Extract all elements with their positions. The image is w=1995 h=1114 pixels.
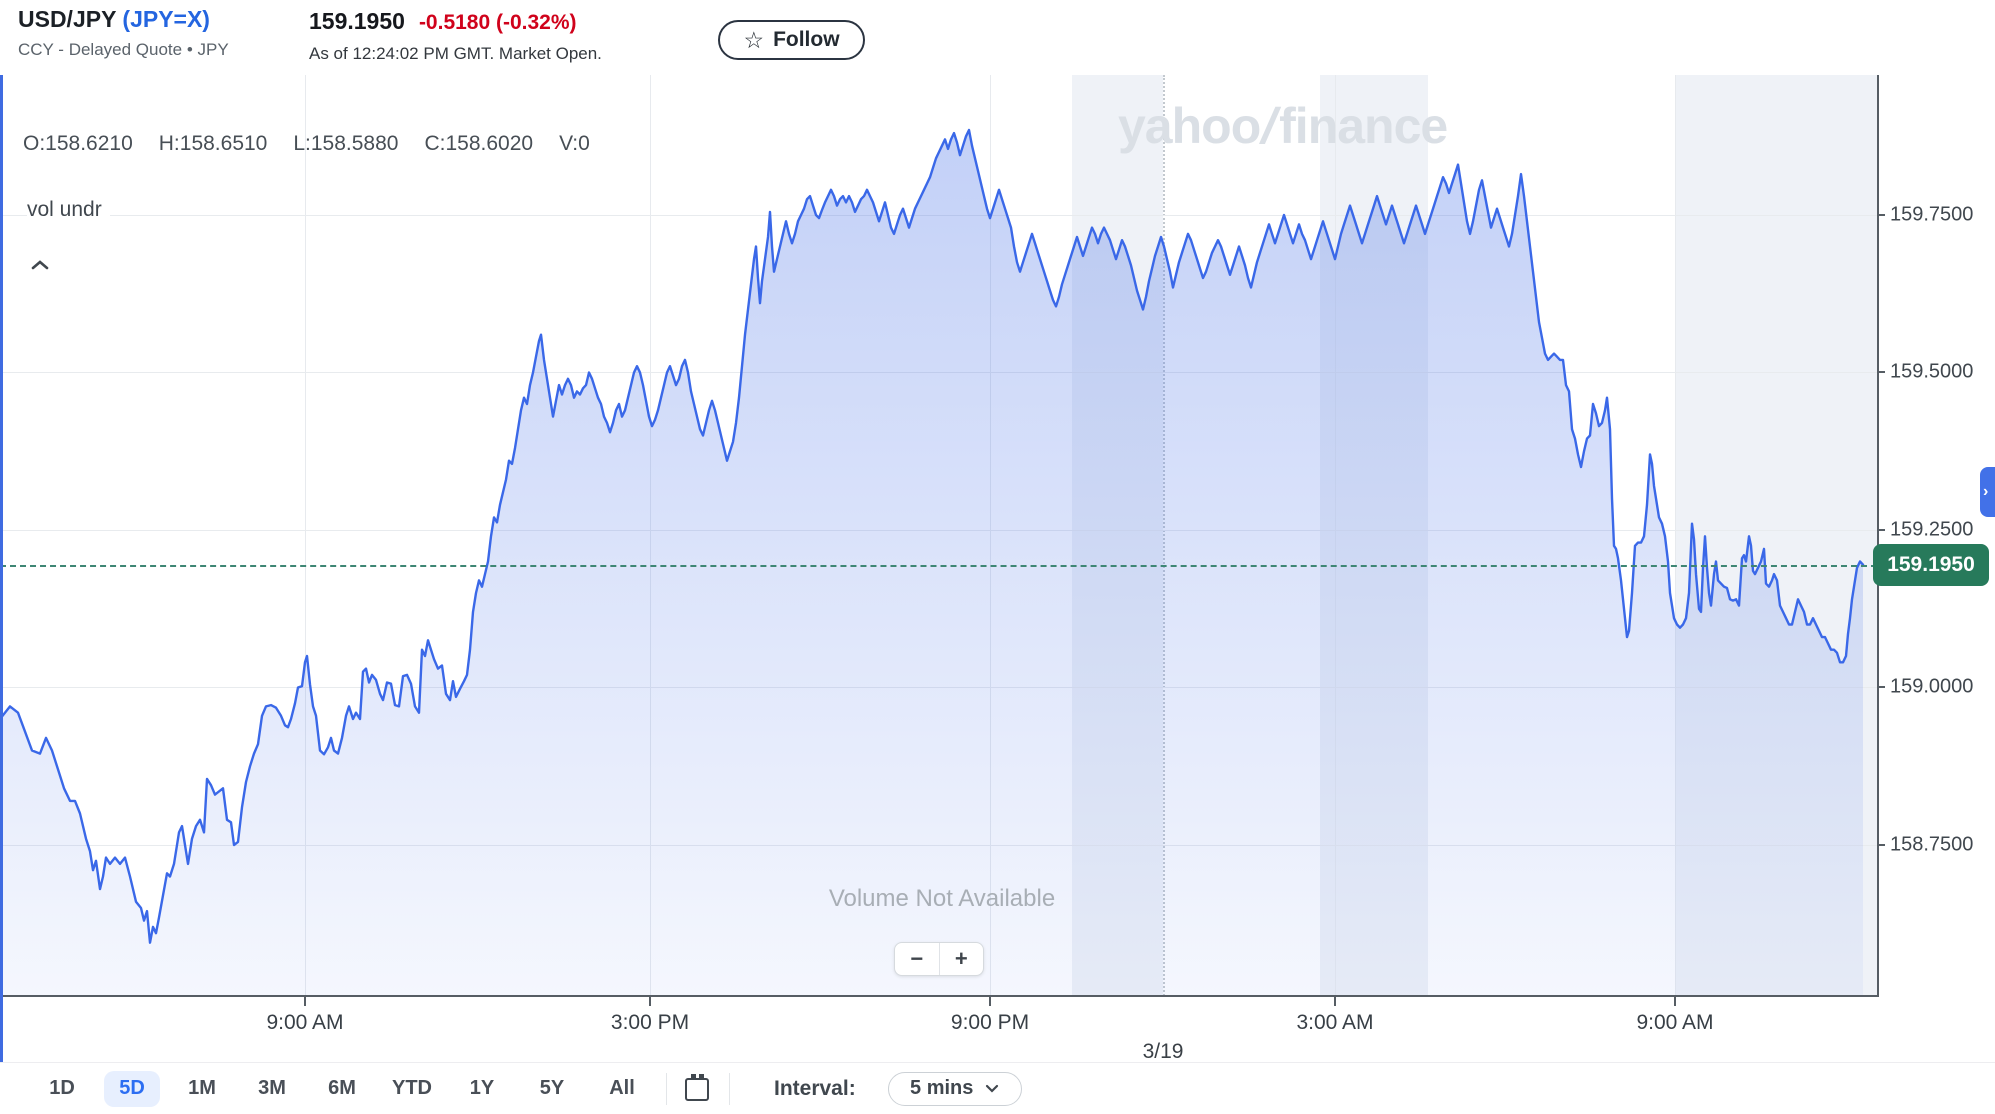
interval-select[interactable]: 5 mins bbox=[887, 1071, 1022, 1106]
page-title: USD/JPY (JPY=X) bbox=[18, 6, 210, 33]
quote-header: USD/JPY (JPY=X) CCY - Delayed Quote • JP… bbox=[0, 0, 1995, 75]
toolbar-divider bbox=[666, 1072, 667, 1105]
vertical-gridline bbox=[305, 75, 306, 995]
range-button-all[interactable]: All bbox=[609, 1077, 635, 1099]
range-button-5y[interactable]: 5Y bbox=[539, 1077, 565, 1099]
ohlc-close: C:158.6020 bbox=[424, 132, 534, 155]
y-axis-label: 158.7500 bbox=[1890, 833, 1974, 856]
x-tick bbox=[649, 997, 651, 1006]
range-button-ytd[interactable]: YTD bbox=[392, 1077, 432, 1099]
follow-button[interactable]: ☆ Follow bbox=[718, 20, 865, 60]
y-axis-line bbox=[1877, 75, 1879, 997]
vertical-gridline bbox=[1675, 75, 1676, 995]
star-icon: ☆ bbox=[743, 26, 765, 53]
volume-indicator-label[interactable]: vol undr bbox=[27, 198, 110, 222]
y-tick bbox=[1877, 529, 1885, 531]
x-axis-label: 9:00 AM bbox=[1636, 1011, 1714, 1034]
price-series bbox=[0, 75, 1877, 995]
x-axis-line bbox=[0, 995, 1878, 997]
interval-label: Interval: bbox=[774, 1076, 856, 1100]
range-button-1d[interactable]: 1D bbox=[49, 1077, 75, 1099]
follow-label: Follow bbox=[773, 28, 840, 51]
zoom-out-button[interactable]: − bbox=[910, 946, 924, 971]
zoom-controls: − + bbox=[894, 942, 984, 976]
expand-panel-button[interactable]: › bbox=[1980, 467, 1995, 517]
price-line: 159.1950 -0.5180 (-0.32%) bbox=[309, 8, 577, 35]
current-price-tag: 159.1950 bbox=[1873, 544, 1989, 586]
zoom-divider bbox=[938, 943, 940, 975]
chart-module: yahoo/finance O:158.6210 H:158.6510 L:15… bbox=[0, 75, 1995, 1063]
range-button-6m[interactable]: 6M bbox=[328, 1077, 356, 1099]
as-of-status: As of 12:24:02 PM GMT. Market Open. bbox=[309, 44, 602, 63]
y-tick bbox=[1877, 686, 1885, 688]
zoom-in-button[interactable]: + bbox=[954, 946, 968, 971]
x-tick bbox=[1674, 997, 1676, 1006]
current-price-dashed-line bbox=[0, 565, 1877, 567]
y-axis-label: 159.7500 bbox=[1890, 203, 1974, 226]
x-tick bbox=[1334, 997, 1336, 1006]
interval-value: 5 mins bbox=[910, 1077, 974, 1099]
range-button-1y[interactable]: 1Y bbox=[469, 1077, 495, 1099]
ohlc-open: O:158.6210 bbox=[23, 132, 133, 155]
x-axis-label: 3:00 PM bbox=[610, 1011, 690, 1034]
y-tick bbox=[1877, 214, 1885, 216]
y-axis-label: 159.5000 bbox=[1890, 360, 1974, 383]
y-tick bbox=[1877, 371, 1885, 373]
x-tick bbox=[989, 997, 991, 1006]
toolbar-divider bbox=[729, 1072, 730, 1105]
chart-left-accent-border bbox=[0, 75, 3, 1062]
range-button-1m[interactable]: 1M bbox=[188, 1077, 216, 1099]
ohlc-readout: O:158.6210 H:158.6510 L:158.5880 C:158.6… bbox=[23, 132, 590, 156]
x-axis-label: 3:00 AM bbox=[1296, 1011, 1374, 1034]
y-axis-label: 159.0000 bbox=[1890, 675, 1974, 698]
range-button-5d[interactable]: 5D bbox=[104, 1070, 160, 1107]
quote-subtitle: CCY - Delayed Quote • JPY bbox=[18, 40, 229, 59]
chevron-up-icon[interactable] bbox=[31, 257, 49, 275]
day-separator-label: 3/19 bbox=[1142, 1040, 1184, 1063]
ohlc-volume: V:0 bbox=[559, 132, 590, 155]
ohlc-high: H:158.6510 bbox=[158, 132, 268, 155]
current-price: 159.1950 bbox=[309, 8, 405, 34]
y-axis-label: 159.2500 bbox=[1890, 518, 1974, 541]
price-area-chart[interactable]: yahoo/finance O:158.6210 H:158.6510 L:15… bbox=[0, 75, 1877, 995]
yahoo-finance-watermark: yahoo/finance bbox=[1118, 98, 1448, 154]
y-tick bbox=[1877, 844, 1885, 846]
calendar-icon[interactable] bbox=[683, 1073, 713, 1104]
date-range-buttons: 1D 5D 1M 3M 6M YTD 1Y 5Y All bbox=[0, 1070, 650, 1107]
symbol-title: USD/JPY bbox=[18, 6, 123, 32]
ohlc-low: L:158.5880 bbox=[293, 132, 399, 155]
symbol-ticker-link[interactable]: (JPY=X) bbox=[122, 6, 210, 32]
volume-not-available-note: Volume Not Available bbox=[828, 885, 1056, 912]
chart-toolbar: 1D 5D 1M 3M 6M YTD 1Y 5Y All Interval: 5 mins bbox=[0, 1062, 1995, 1114]
range-button-3m[interactable]: 3M bbox=[258, 1077, 286, 1099]
x-axis-label: 9:00 AM bbox=[266, 1011, 344, 1034]
x-tick bbox=[304, 997, 306, 1006]
chevron-right-icon: › bbox=[1983, 483, 1989, 500]
x-axis-label: 9:00 PM bbox=[950, 1011, 1030, 1034]
price-change: -0.5180 (-0.32%) bbox=[418, 11, 577, 34]
chevron-down-icon bbox=[986, 1084, 999, 1093]
